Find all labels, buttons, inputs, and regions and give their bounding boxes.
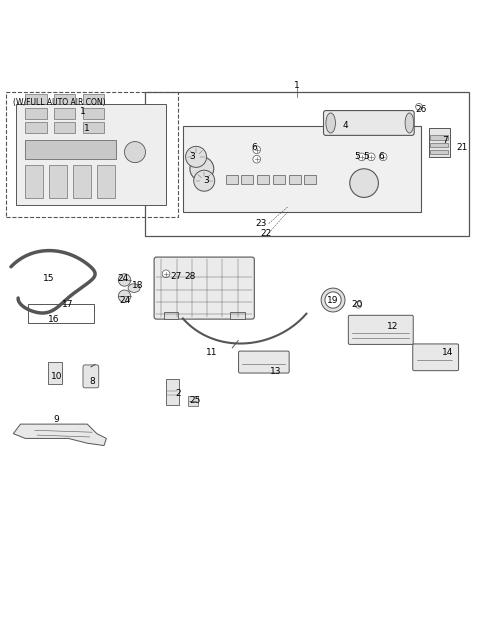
Text: 25: 25 — [189, 395, 200, 404]
Text: 5: 5 — [354, 152, 360, 161]
Text: 18: 18 — [132, 281, 143, 290]
FancyBboxPatch shape — [348, 315, 413, 345]
Bar — [49, 165, 67, 199]
Bar — [54, 108, 75, 119]
Bar — [304, 176, 316, 184]
Text: 15: 15 — [43, 274, 55, 283]
Bar — [188, 396, 198, 406]
Bar — [25, 123, 47, 133]
Polygon shape — [13, 424, 107, 446]
Text: 1: 1 — [294, 81, 300, 90]
Bar — [97, 165, 115, 199]
Bar — [166, 379, 180, 405]
Bar — [28, 304, 95, 323]
Bar — [144, 93, 469, 235]
Text: 2: 2 — [175, 388, 181, 397]
Text: 27: 27 — [170, 271, 181, 280]
Bar — [429, 128, 450, 157]
Text: 13: 13 — [270, 367, 282, 376]
Text: 24: 24 — [118, 274, 129, 283]
Bar — [226, 176, 238, 184]
Text: 4: 4 — [342, 122, 348, 131]
Circle shape — [124, 141, 145, 163]
Text: 10: 10 — [50, 372, 62, 381]
Bar — [183, 126, 421, 212]
Text: 20: 20 — [351, 300, 362, 309]
Circle shape — [358, 153, 365, 161]
Text: 23: 23 — [256, 219, 267, 228]
Bar — [73, 165, 91, 199]
Bar — [54, 123, 75, 133]
Bar — [241, 176, 253, 184]
Text: 9: 9 — [53, 415, 59, 424]
Text: 8: 8 — [89, 377, 95, 386]
Text: 22: 22 — [261, 229, 272, 238]
Text: 19: 19 — [327, 296, 339, 305]
Text: 21: 21 — [456, 143, 468, 152]
Circle shape — [190, 157, 214, 181]
Bar — [83, 123, 104, 133]
Circle shape — [355, 302, 362, 308]
Bar — [430, 143, 448, 147]
Bar — [25, 140, 116, 159]
Text: 16: 16 — [48, 314, 60, 323]
FancyBboxPatch shape — [83, 365, 99, 388]
Ellipse shape — [405, 113, 414, 133]
Bar — [288, 176, 300, 184]
Ellipse shape — [326, 113, 336, 133]
Circle shape — [186, 147, 206, 167]
Text: (W/FULL AUTO AIR CON): (W/FULL AUTO AIR CON) — [13, 98, 106, 107]
Bar — [230, 312, 245, 319]
Circle shape — [118, 274, 131, 286]
FancyBboxPatch shape — [154, 257, 254, 319]
Text: 24: 24 — [120, 296, 131, 305]
Bar — [273, 176, 285, 184]
FancyBboxPatch shape — [239, 351, 289, 373]
Circle shape — [253, 156, 261, 163]
Bar — [430, 136, 448, 140]
Text: 11: 11 — [205, 348, 217, 357]
Text: 1: 1 — [84, 123, 90, 132]
Circle shape — [253, 146, 261, 154]
Bar — [83, 94, 104, 104]
Text: 1: 1 — [80, 107, 85, 116]
Text: 6: 6 — [378, 152, 384, 161]
Bar — [54, 94, 75, 104]
Bar — [16, 104, 166, 204]
Text: 3: 3 — [190, 152, 195, 161]
Bar — [164, 312, 178, 319]
Circle shape — [118, 290, 131, 302]
Bar — [83, 108, 104, 119]
Bar — [25, 94, 47, 104]
Text: 7: 7 — [443, 136, 448, 145]
Bar — [6, 93, 178, 217]
Text: 17: 17 — [62, 300, 74, 309]
Text: 14: 14 — [442, 348, 453, 357]
Text: 5: 5 — [363, 152, 369, 161]
Circle shape — [416, 104, 422, 110]
Bar — [257, 176, 269, 184]
Circle shape — [379, 153, 387, 161]
Bar — [25, 165, 43, 199]
Text: 6: 6 — [252, 143, 257, 152]
Bar — [48, 362, 61, 383]
Text: 3: 3 — [204, 176, 209, 185]
Circle shape — [367, 153, 375, 161]
Ellipse shape — [128, 284, 140, 293]
Bar — [25, 108, 47, 119]
FancyBboxPatch shape — [324, 111, 414, 136]
FancyBboxPatch shape — [413, 344, 458, 370]
Bar — [430, 150, 448, 154]
Circle shape — [194, 170, 215, 191]
Text: 26: 26 — [416, 105, 427, 114]
Text: 12: 12 — [387, 322, 398, 331]
Text: 28: 28 — [184, 271, 195, 280]
Circle shape — [350, 169, 378, 197]
Circle shape — [162, 270, 170, 278]
